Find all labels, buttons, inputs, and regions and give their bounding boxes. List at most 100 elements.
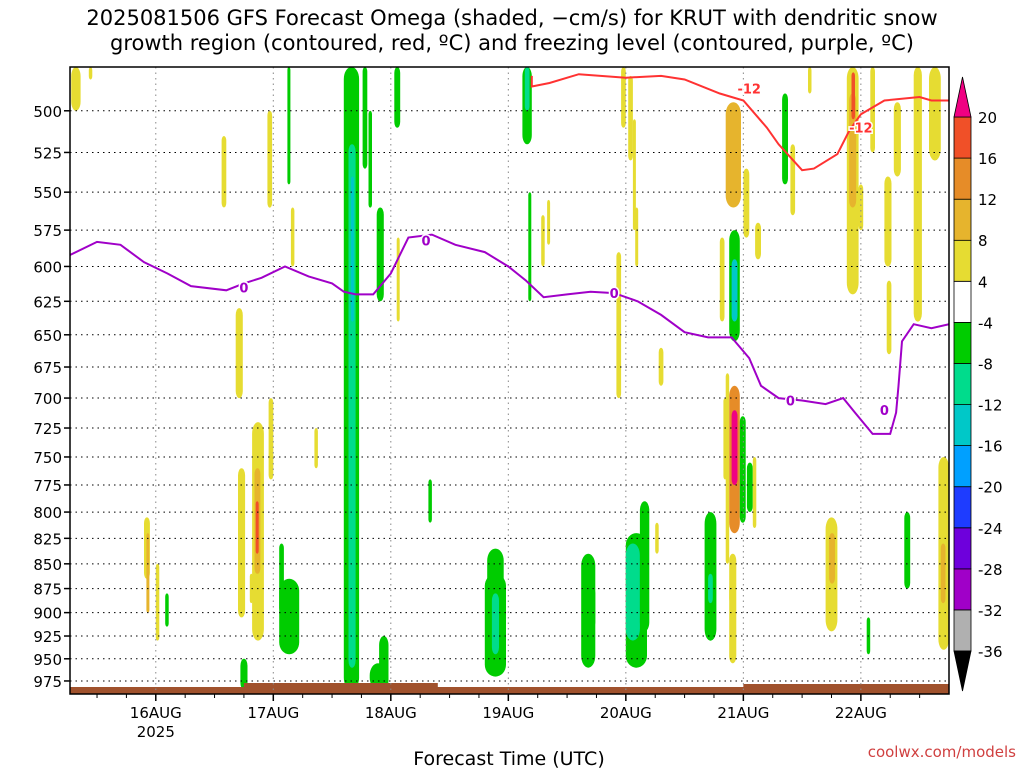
colorbar-bin [953, 568, 972, 611]
omega-cell [723, 398, 727, 480]
omega-cell [729, 583, 734, 604]
colorbar-min-arrow [953, 650, 972, 692]
x-tick-label: 22AUG [835, 704, 887, 722]
omega-cell [368, 110, 372, 208]
omega-cell [746, 462, 753, 512]
x-tick-label: 19AUG [482, 704, 534, 722]
omega-cell [790, 144, 796, 216]
omega-cell [267, 110, 273, 208]
omega-cell [146, 533, 150, 613]
colorbar-bin [953, 363, 972, 405]
y-tick-label: 675 [33, 359, 62, 377]
y-tick-label: 650 [33, 327, 62, 345]
colorbar-bin [953, 486, 972, 529]
omega-cell [362, 67, 368, 169]
y-tick-label: 750 [33, 449, 62, 467]
colorbar-bin [953, 116, 972, 159]
terrain-bump [243, 683, 438, 689]
x-tick-label: 20AUG [600, 704, 652, 722]
omega-cell [221, 136, 227, 208]
omega-cell [851, 72, 855, 120]
colorbar-tick-label: -12 [978, 397, 1003, 415]
y-tick-label: 900 [33, 605, 62, 623]
omega-cell [255, 501, 259, 554]
terrain-bump [743, 684, 949, 689]
colorbar-bin [953, 445, 972, 488]
y-tick-label: 875 [33, 581, 62, 599]
x-year-label: 2025 [137, 723, 175, 741]
omega-cell [268, 398, 274, 480]
y-tick-label: 975 [33, 673, 62, 691]
omega-cell [731, 410, 738, 485]
omega-cell [725, 102, 741, 208]
y-tick-label: 700 [33, 390, 62, 408]
freezing-level-label: 0 [422, 234, 431, 249]
colorbar-max-arrow [953, 76, 972, 118]
omega-cell [279, 578, 300, 655]
omega-cell [379, 636, 389, 690]
omega-cell [590, 588, 596, 627]
colorbar-bin [953, 404, 972, 446]
omega-cell [155, 563, 160, 641]
colorbar-bin [953, 280, 972, 323]
omega-cell [376, 207, 384, 302]
omega-cell [635, 207, 639, 267]
colorbar-tick-label: 4 [978, 273, 988, 291]
omega-cell [929, 67, 941, 161]
omega-cell [729, 553, 737, 664]
omega-cell [428, 479, 432, 523]
omega-cell [755, 222, 761, 260]
colorbar-bin [953, 157, 972, 200]
omega-cell [658, 347, 664, 386]
title-line-2: growth region (contoured, red, ºC) and f… [110, 31, 914, 55]
omega-cell [719, 237, 725, 322]
contour-layer: 0 0 0 0 0 -12 -12 [70, 73, 949, 435]
omega-cell [808, 67, 812, 94]
omega-cell [616, 252, 622, 399]
dgz-label: -12 [849, 122, 873, 137]
colorbar-bin [953, 239, 972, 282]
y-tick-label: 800 [33, 504, 62, 522]
omega-cell [893, 102, 901, 177]
omega-cell [88, 67, 93, 80]
omega-cell [884, 176, 892, 267]
colorbar-tick-label: -28 [978, 561, 1003, 579]
colorbar-tick-label: -20 [978, 479, 1003, 497]
omega-cell [249, 573, 253, 604]
omega-cell [314, 428, 318, 469]
omega-cell [829, 533, 835, 584]
omega-cell [739, 416, 746, 523]
omega-cell [240, 658, 248, 690]
y-tick-label: 500 [33, 103, 62, 121]
plot-frame [69, 66, 950, 695]
omega-shading-layer [71, 67, 949, 690]
colorbar-tick-label: 8 [978, 232, 988, 250]
omega-cell [290, 207, 295, 267]
dgz-contour [530, 73, 949, 172]
colorbar-bin [953, 527, 972, 570]
terrain-surface [70, 687, 949, 694]
freezing-level-label: 0 [239, 282, 248, 297]
y-tick-label: 550 [33, 184, 62, 202]
y-tick-label: 775 [33, 477, 62, 495]
omega-cell [238, 468, 246, 618]
freezing-level-label: 0 [786, 394, 795, 409]
omega-cell [581, 553, 596, 668]
omega-cell [743, 168, 750, 238]
omega-cell [547, 199, 551, 245]
x-tick-label: 18AUG [365, 704, 417, 722]
omega-cell [491, 593, 499, 655]
omega-cell [655, 522, 659, 554]
dgz-label: -12 [737, 82, 761, 97]
omega-cell [628, 75, 633, 161]
omega-cell [639, 501, 650, 632]
y-tick-label: 925 [33, 628, 62, 646]
y-tick-label: 950 [33, 651, 62, 669]
omega-cell [541, 215, 545, 267]
omega-cell [287, 67, 291, 185]
omega-cell [350, 176, 354, 322]
y-tick-label: 600 [33, 258, 62, 276]
x-axis-label: Forecast Time (UTC) [413, 748, 604, 768]
omega-cell [782, 93, 788, 185]
colorbar-tick-label: -16 [978, 438, 1003, 456]
